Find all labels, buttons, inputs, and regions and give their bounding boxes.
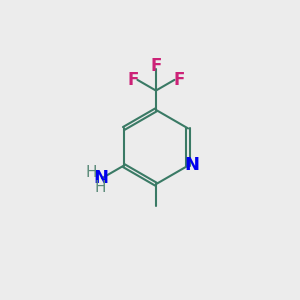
Text: N: N bbox=[94, 169, 109, 187]
Text: F: F bbox=[150, 57, 162, 75]
Text: F: F bbox=[173, 71, 184, 89]
Text: H: H bbox=[95, 180, 106, 195]
Text: F: F bbox=[127, 71, 139, 89]
Text: N: N bbox=[184, 156, 199, 174]
Text: H: H bbox=[86, 165, 97, 180]
